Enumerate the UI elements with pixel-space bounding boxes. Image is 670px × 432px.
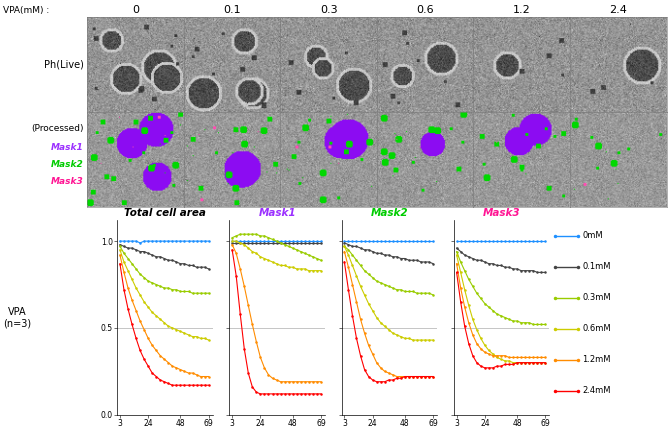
Title: Total cell area: Total cell area: [124, 208, 206, 218]
Title: Mask3: Mask3: [483, 208, 521, 218]
Text: 0.1mM: 0.1mM: [582, 262, 611, 271]
Text: Mask2: Mask2: [51, 160, 84, 169]
Text: 0.1: 0.1: [223, 5, 241, 15]
Text: 0.3mM: 0.3mM: [582, 293, 611, 302]
Text: 0.3: 0.3: [320, 5, 338, 15]
Title: Mask1: Mask1: [259, 208, 296, 218]
Text: Mask3: Mask3: [51, 177, 84, 186]
Text: 0.6: 0.6: [416, 5, 434, 15]
Text: 1.2: 1.2: [513, 5, 531, 15]
Text: 0: 0: [132, 5, 139, 15]
Text: Mask1: Mask1: [51, 143, 84, 152]
Text: VPA(mM) :: VPA(mM) :: [3, 6, 50, 15]
Text: 1.2mM: 1.2mM: [582, 355, 611, 364]
Text: 2.4: 2.4: [610, 5, 627, 15]
Title: Mask2: Mask2: [371, 208, 408, 218]
Text: VPA
(n=3): VPA (n=3): [3, 307, 31, 328]
Text: 0.6mM: 0.6mM: [582, 324, 611, 333]
Text: Ph(Live): Ph(Live): [44, 60, 84, 70]
Text: 2.4mM: 2.4mM: [582, 386, 611, 395]
Text: 0mM: 0mM: [582, 231, 603, 240]
Text: (Processed): (Processed): [31, 124, 84, 133]
